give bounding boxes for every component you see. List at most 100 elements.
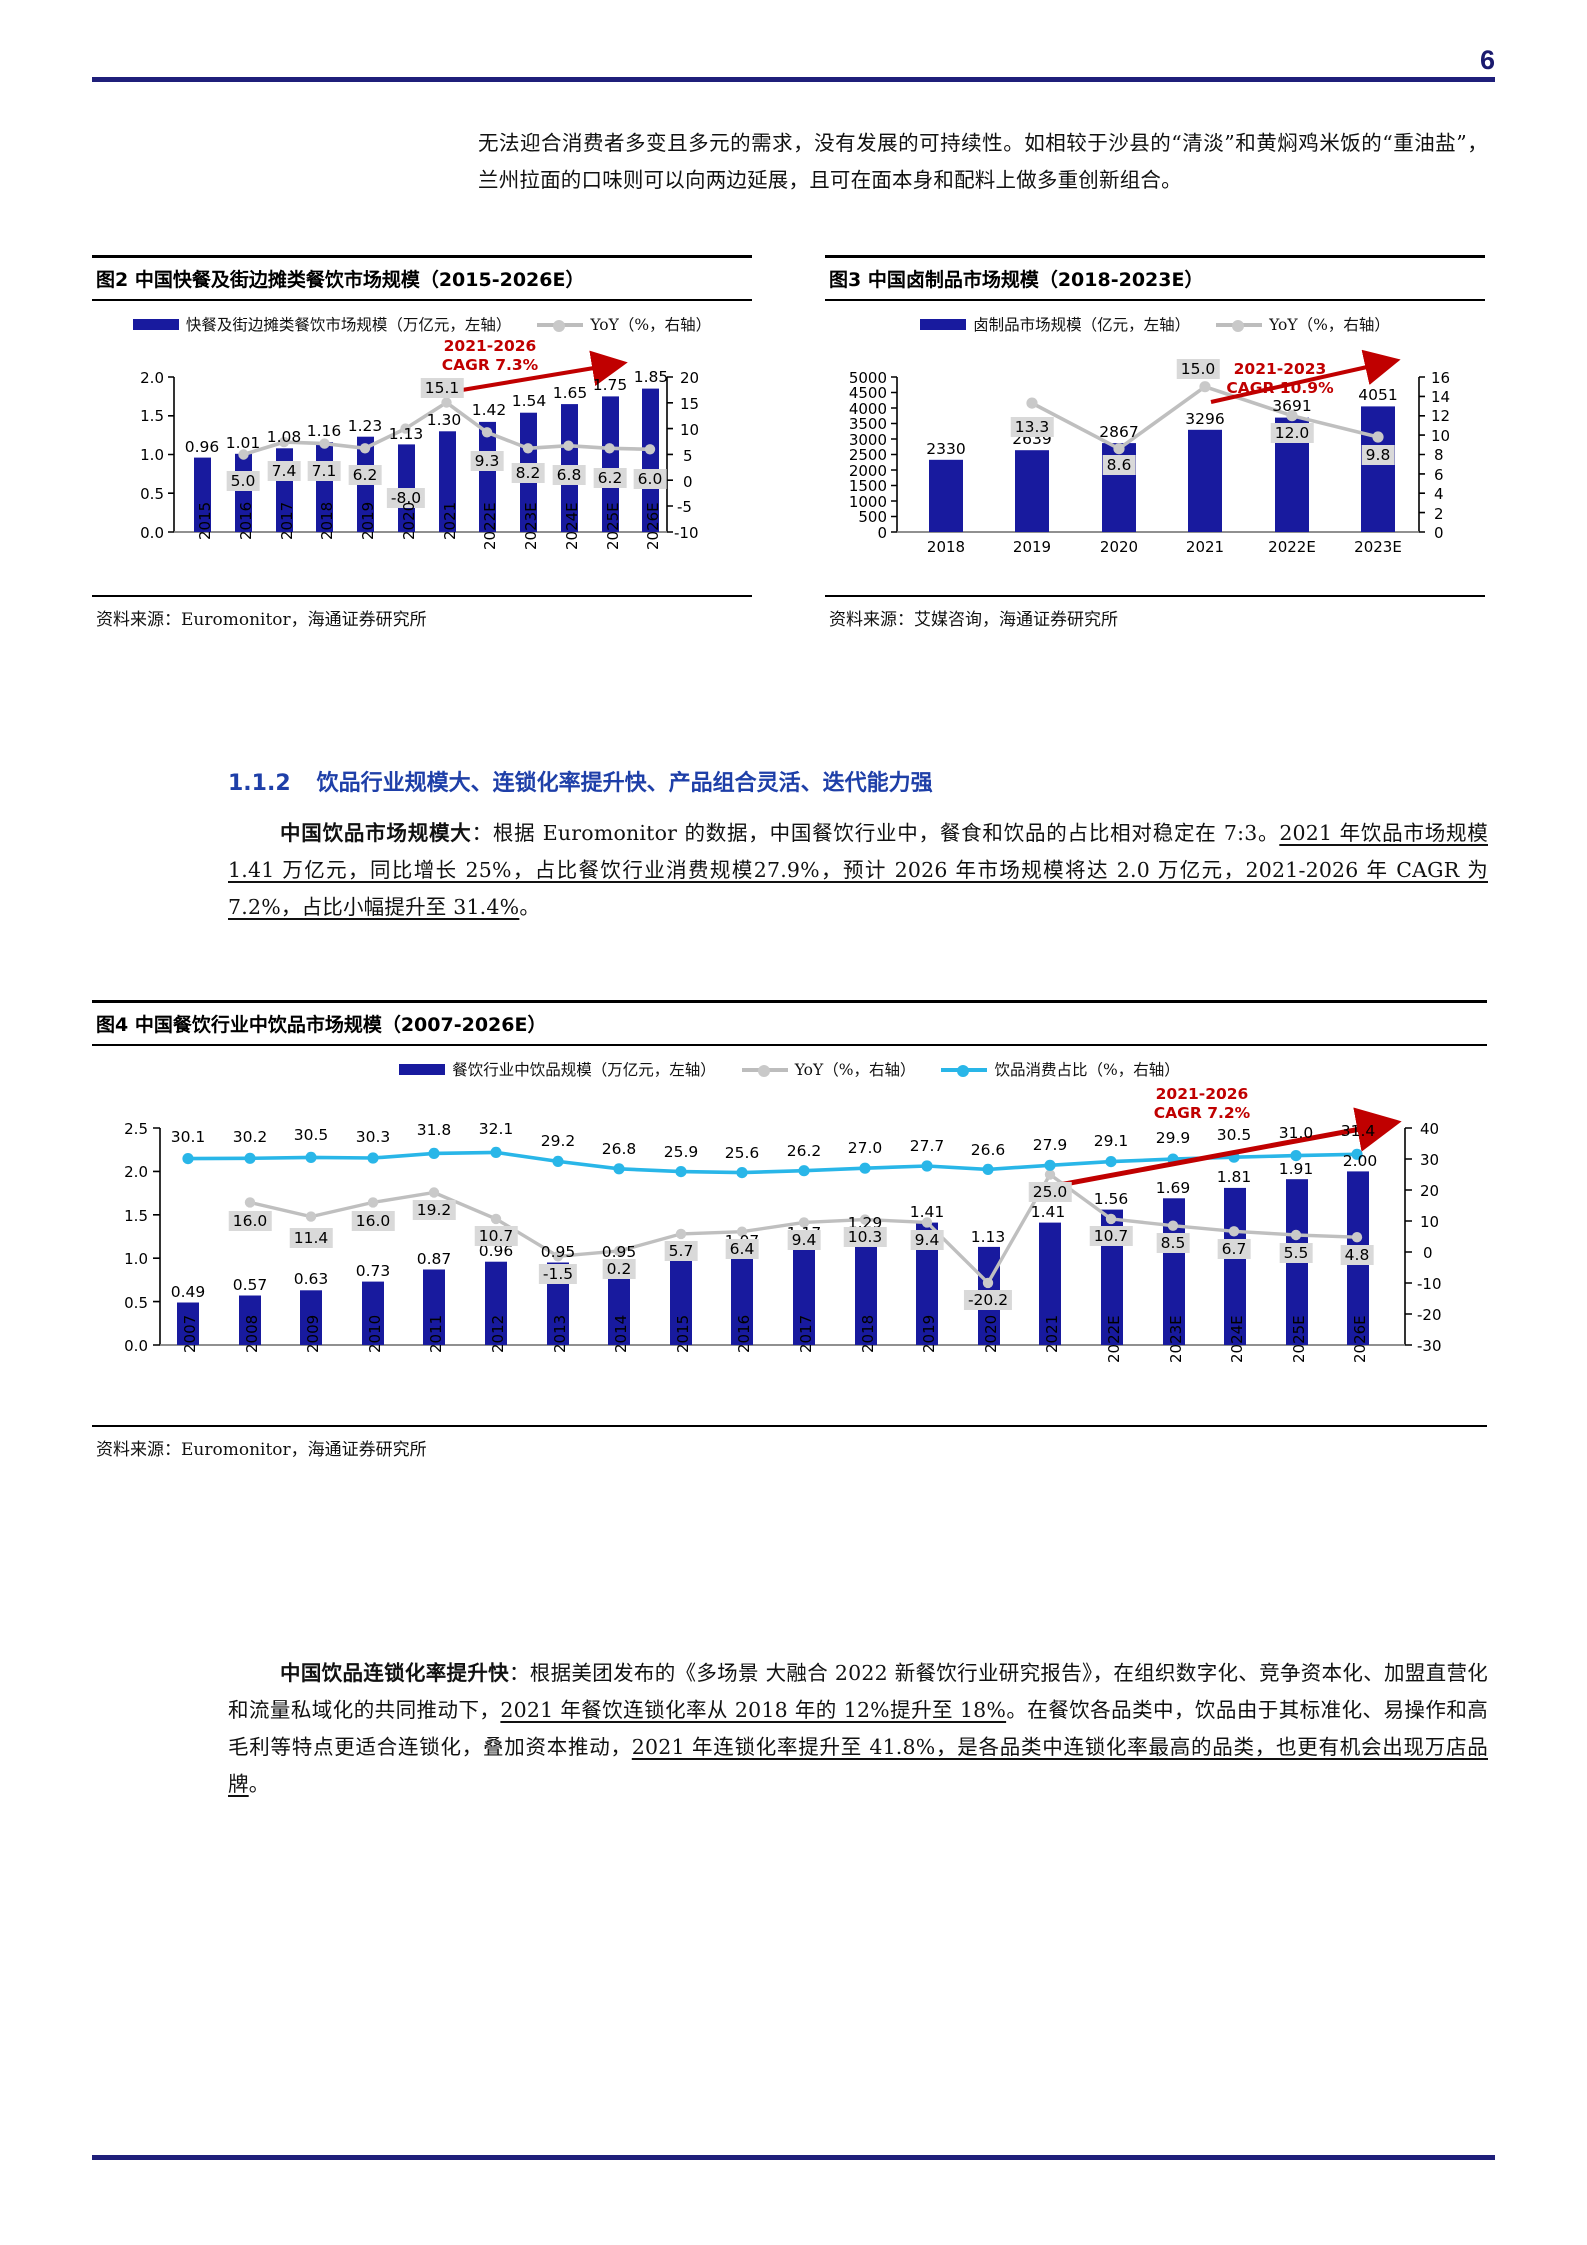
fig4-yoy-label: 4.8 [1340, 1245, 1374, 1265]
fig4-cagr-line2: CAGR 7.2% [1153, 1104, 1251, 1122]
fig3-ytick: 0 [877, 524, 887, 542]
footer-divider [92, 2155, 1495, 2160]
fig2-bar-label: 1.13 [388, 425, 424, 443]
fig4-share-line [187, 1150, 1358, 1175]
fig2-y2tick-6: 20 [680, 369, 700, 387]
fig4-ytick: 2.5 [124, 1120, 148, 1138]
fig4-share-label: 30.1 [170, 1128, 206, 1146]
line-swatch-icon [1216, 319, 1263, 332]
fig4-legend: 餐饮行业中饮品规模（万亿元，左轴） YoY（%，右轴） 饮品消费占比（%，右轴） [92, 1046, 1487, 1080]
fig4-xlabel: 2010 [366, 1314, 384, 1353]
fig2-chart: 2.0 1.5 1.0 0.5 0.0 20 15 10 5 0 -5 -10 … [92, 335, 752, 595]
fig3-y2tick: 6 [1434, 466, 1444, 484]
fig4-xlabel: 2008 [243, 1314, 261, 1353]
fig2-bar-label: 1.08 [266, 428, 302, 446]
fig3-xlabel: 2019 [1012, 538, 1052, 556]
paragraph-bottom-lead: 中国饮品连锁化率提升快 [280, 1661, 509, 1685]
fig3-y2tick: 4 [1434, 485, 1444, 503]
paragraph-bottom-b: 。在餐饮各品类中，饮品由于其标准化、易操作和高毛利等特点更适合连锁化，叠加资本推… [228, 1698, 1488, 1759]
fig4-share-label: 25.9 [663, 1143, 699, 1161]
fig3-yoy-label: 13.3 [1010, 417, 1054, 437]
fig4-xlabel: 2015 [674, 1314, 692, 1353]
fig2-ytick-3: 1.5 [140, 407, 164, 425]
fig4-share-label: 31.0 [1278, 1124, 1314, 1142]
fig4-cagr-line1: 2021-2026 [1155, 1085, 1249, 1103]
fig2-xlabel: 2022E [481, 502, 499, 550]
fig4-bar-label: 1.13 [970, 1228, 1006, 1246]
fig2-bar-label: 1.65 [552, 384, 588, 402]
fig2-rule-mid [92, 299, 752, 301]
fig4-yoy-label: 25.0 [1028, 1182, 1072, 1202]
fig2-bar-label: 1.23 [347, 417, 383, 435]
fig4-legend-share: 饮品消费占比（%，右轴） [941, 1058, 1180, 1080]
fig4-ytick: 1.0 [124, 1250, 148, 1268]
fig2-yoy-label: -8.0 [386, 488, 426, 508]
fig4-share-label: 31.4 [1340, 1122, 1376, 1140]
paragraph-bottom-underlined-2: 2021 年连锁化率提升至 41.8%，是各品类中连锁化率最高的品类，也更有机会… [228, 1735, 1488, 1796]
fig4-legend-yoy-label: YoY（%，右轴） [794, 1061, 916, 1079]
fig2-y2tick-2: 0 [683, 473, 693, 491]
fig4-rule-top [92, 1000, 1487, 1003]
fig4-bar-label: 1.41 [1030, 1203, 1066, 1221]
fig4-xlabel: 2007 [181, 1314, 199, 1353]
paragraph-mid-rest-a: ：根据 Euromonitor 的数据，中国餐饮行业中，餐食和饮品的占比相对稳定… [471, 821, 1280, 845]
fig4-bars [177, 1171, 1369, 1345]
bar-swatch-icon [132, 318, 179, 330]
fig3-ytick: 4500 [848, 384, 887, 402]
fig2-y2tick-5: 15 [680, 395, 700, 413]
fig3-legend-line: YoY（%，右轴） [1216, 313, 1390, 335]
fig4-yoy-label: 9.4 [910, 1230, 944, 1250]
fig4-xlabel: 2021 [1043, 1314, 1061, 1353]
bar-swatch-icon [399, 1063, 446, 1075]
fig3-bar-label: 3691 [1272, 397, 1312, 415]
fig4-yoy-label: 10.3 [843, 1227, 887, 1247]
fig3-ytick: 4000 [848, 400, 887, 418]
fig4-xlabel: 2013 [551, 1314, 569, 1353]
fig4-xlabel: 2017 [797, 1314, 815, 1353]
fig2-source: 资料来源：Euromonitor，海通证券研究所 [96, 610, 427, 630]
fig3-ytick: 1000 [848, 493, 887, 511]
figure-2: 图2 中国快餐及街边摊类餐饮市场规模（2015-2026E） 快餐及街边摊类餐饮… [92, 255, 752, 630]
fig2-yoy-label: 7.4 [267, 461, 301, 481]
paragraph-mid-underlined: 2021 年饮品市场规模 1.41 万亿元，同比增长 25%，占比餐饮行业消费规… [228, 821, 1488, 919]
header-divider [92, 77, 1495, 82]
fig2-yoy-label: 8.2 [511, 463, 545, 483]
section-heading: 1.1.2 饮品行业规模大、连锁化率提升快、产品组合灵活、迭代能力强 [228, 765, 933, 797]
fig3-y2tick: 10 [1431, 427, 1451, 445]
fig4-share-label: 29.1 [1093, 1132, 1129, 1150]
fig4-bar-label: 0.95 [540, 1243, 576, 1261]
fig3-yoy-label: 12.0 [1270, 423, 1314, 443]
fig4-yoy-label: 11.4 [289, 1228, 333, 1248]
fig2-ytick-1: 0.5 [140, 485, 164, 503]
fig3-cagr-line2: CAGR 10.9% [1226, 379, 1334, 397]
section-heading-text: 饮品行业规模大、连锁化率提升快、产品组合灵活、迭代能力强 [316, 771, 933, 796]
fig2-yoy-label: 7.1 [307, 461, 341, 481]
fig2-bar-label: 1.54 [511, 392, 547, 410]
fig4-xlabel: 2022E [1105, 1315, 1123, 1363]
fig4-y2tick: 30 [1420, 1151, 1440, 1169]
fig4-y2tick: -30 [1417, 1337, 1442, 1355]
fig4-legend-yoy: YoY（%，右轴） [741, 1058, 916, 1080]
fig3-cagr-annotation: 2021-2023 CAGR 10.9% [1226, 360, 1333, 398]
fig3-yoy-label: 15.0 [1176, 359, 1220, 379]
fig3-rule-mid [825, 299, 1485, 301]
fig2-xlabel: 2017 [278, 501, 296, 540]
fig3-y2tick: 0 [1434, 524, 1444, 542]
fig4-bar-label: 0.57 [232, 1276, 268, 1294]
fig2-xlabel: 2023E [522, 502, 540, 550]
fig4-yoy-label: 5.7 [664, 1241, 698, 1261]
fig4-yoy-points [244, 1169, 1363, 1289]
fig3-xlabel: 2018 [926, 538, 966, 556]
fig2-xlabel: 2019 [359, 501, 377, 540]
fig4-bar-label: 0.95 [601, 1243, 637, 1261]
fig3-y2tick: 12 [1431, 407, 1451, 425]
fig4-bar-label: 0.87 [416, 1250, 452, 1268]
fig4-share-label: 31.8 [416, 1121, 452, 1139]
fig2-xlabel: 2026E [644, 502, 662, 550]
fig4-yoy-label: 0.2 [602, 1259, 636, 1279]
fig2-yoy-label: 5.0 [226, 471, 260, 491]
fig2-legend-line-label: YoY（%，右轴） [590, 316, 712, 334]
figure-3: 图3 中国卤制品市场规模（2018-2023E） 卤制品市场规模（亿元，左轴） … [825, 255, 1485, 630]
fig4-title: 图4 中国餐饮行业中饮品市场规模（2007-2026E） [96, 1014, 547, 1036]
fig3-yoy-label: 8.6 [1102, 455, 1136, 475]
